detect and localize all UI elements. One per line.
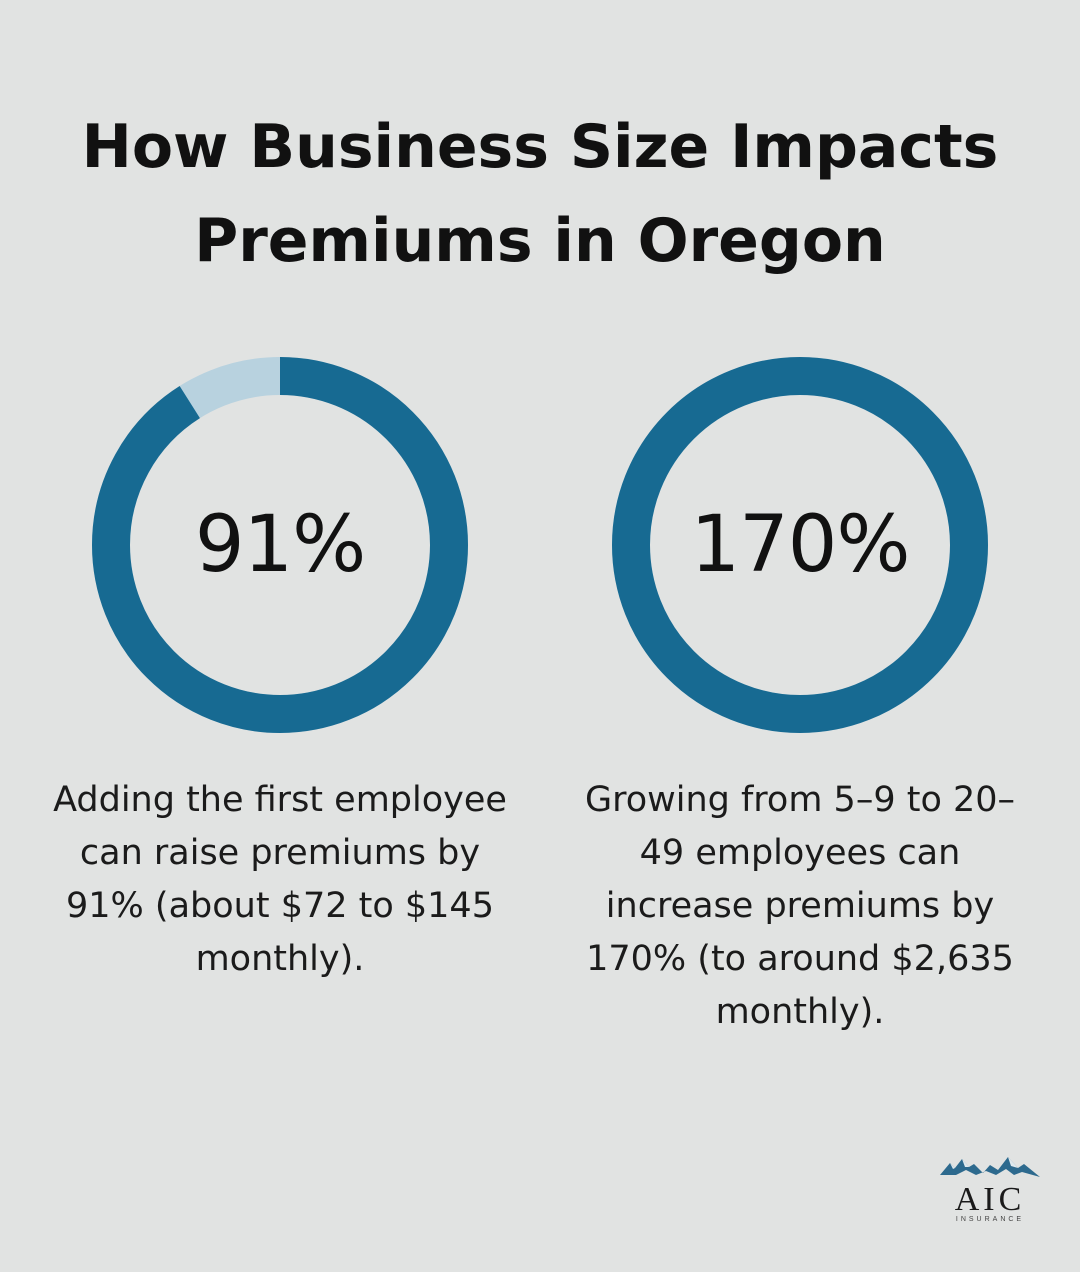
caption-growth: Growing from 5–9 to 20–49 employees can …	[584, 780, 1016, 1032]
aic-insurance-logo: AIC INSURANCE	[936, 1153, 1044, 1233]
logo-wordmark: AIC	[954, 1181, 1026, 1218]
donut-svg-1	[92, 357, 468, 733]
donut-chart-first-employee: 91%	[90, 355, 470, 735]
donut-arc	[612, 357, 988, 733]
mountain-icon	[940, 1157, 1040, 1177]
donut-svg-2	[612, 357, 988, 733]
donut-center-label: 91%	[194, 500, 366, 590]
donut-arc	[92, 357, 468, 733]
chart-title: How Business Size Impacts Premiums in Or…	[81, 112, 999, 276]
caption-first-employee: Adding the first employee can raise prem…	[53, 780, 507, 979]
donut-chart-growth: 170%	[610, 355, 990, 735]
donut-center-label: 170%	[690, 500, 911, 590]
logo-subtitle: INSURANCE	[955, 1216, 1025, 1223]
